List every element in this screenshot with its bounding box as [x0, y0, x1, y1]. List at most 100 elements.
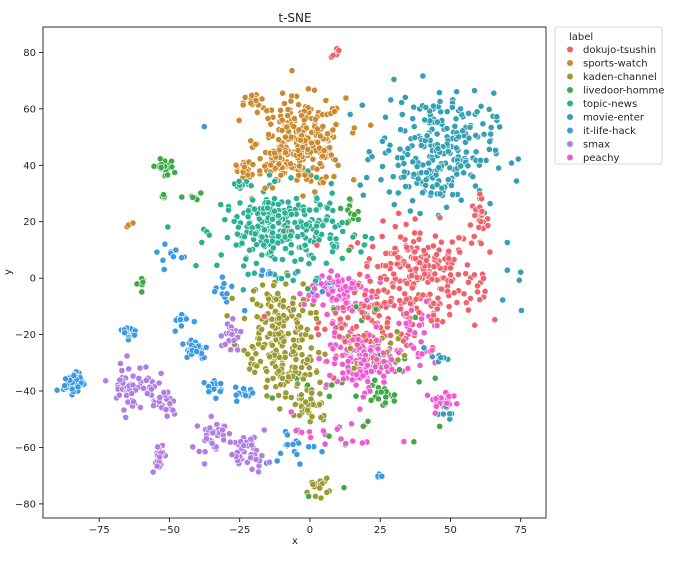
data-point: [472, 131, 480, 139]
data-point: [339, 360, 346, 368]
data-point: [317, 414, 325, 421]
data-point: [387, 96, 395, 104]
data-point: [316, 484, 324, 492]
data-point: [244, 350, 252, 358]
data-point: [457, 105, 464, 113]
data-point: [295, 162, 303, 170]
data-point: [481, 287, 489, 295]
data-point: [247, 435, 255, 443]
data-point: [346, 344, 354, 352]
data-point: [319, 301, 327, 309]
data-point: [382, 363, 390, 371]
data-point: [118, 367, 126, 374]
data-point: [271, 255, 279, 263]
legend-label: sports-watch: [583, 59, 648, 70]
data-point: [248, 441, 255, 449]
data-point: [325, 392, 333, 400]
data-point: [274, 239, 282, 247]
data-point: [205, 231, 213, 239]
data-point: [323, 130, 331, 138]
data-point: [470, 271, 478, 279]
data-point: [298, 351, 306, 359]
data-point: [395, 366, 403, 374]
data-point: [313, 222, 320, 230]
data-point: [153, 248, 161, 256]
data-point: [452, 144, 460, 152]
data-point: [400, 160, 408, 167]
data-point: [148, 385, 155, 393]
x-tick-label: 0: [307, 525, 313, 536]
data-point: [433, 118, 441, 126]
data-point: [278, 374, 286, 382]
data-point: [469, 173, 477, 181]
data-point: [322, 216, 330, 224]
data-point: [319, 123, 327, 130]
data-point: [385, 147, 393, 155]
data-point: [200, 123, 208, 130]
data-point: [295, 126, 303, 134]
data-point: [352, 323, 360, 330]
data-point: [159, 256, 167, 264]
data-point: [209, 429, 217, 437]
data-point: [255, 335, 263, 343]
data-point: [437, 354, 445, 361]
data-point: [345, 275, 353, 282]
y-tick-label: 0: [30, 274, 36, 285]
data-point: [313, 292, 321, 300]
data-point: [486, 248, 494, 256]
data-point: [462, 299, 470, 307]
data-point: [53, 386, 61, 394]
data-point: [452, 115, 460, 123]
data-point: [427, 317, 435, 324]
data-point: [331, 156, 339, 164]
data-point: [164, 171, 172, 179]
data-point: [122, 413, 130, 421]
data-point: [437, 285, 445, 293]
data-point: [385, 188, 393, 196]
data-point: [373, 355, 380, 363]
data-point: [372, 323, 380, 331]
data-point: [415, 259, 423, 266]
data-point: [463, 261, 471, 269]
data-point: [135, 374, 143, 382]
data-point: [282, 149, 289, 156]
data-point: [293, 319, 301, 327]
data-point: [475, 223, 483, 231]
legend-marker: [566, 153, 574, 162]
data-point: [492, 146, 499, 154]
data-point: [328, 189, 336, 197]
x-tick-label: 25: [374, 525, 387, 536]
data-point: [321, 325, 329, 333]
data-point: [503, 266, 511, 274]
legend-label: peachy: [583, 153, 619, 164]
data-point: [331, 329, 339, 336]
data-point: [421, 116, 429, 124]
data-point: [337, 435, 345, 443]
data-point: [447, 277, 455, 285]
data-point: [308, 139, 315, 147]
data-point: [411, 134, 419, 142]
data-point: [471, 212, 479, 219]
data-point: [274, 200, 282, 208]
data-point: [255, 468, 262, 476]
data-point: [221, 216, 229, 224]
data-point: [473, 108, 481, 116]
data-point: [447, 182, 455, 189]
data-point: [446, 410, 453, 418]
data-point: [247, 99, 255, 107]
data-point: [234, 223, 242, 231]
data-point: [416, 361, 424, 369]
data-point: [428, 275, 436, 283]
data-point: [269, 223, 277, 231]
data-point: [74, 383, 82, 391]
data-point: [287, 97, 295, 105]
data-point: [237, 328, 245, 335]
data-point: [271, 164, 279, 172]
data-point: [465, 110, 472, 117]
data-point: [225, 430, 233, 438]
data-point: [275, 219, 282, 227]
data-point: [270, 282, 277, 289]
data-point: [260, 312, 268, 320]
data-point: [380, 378, 388, 386]
data-point: [448, 104, 456, 111]
